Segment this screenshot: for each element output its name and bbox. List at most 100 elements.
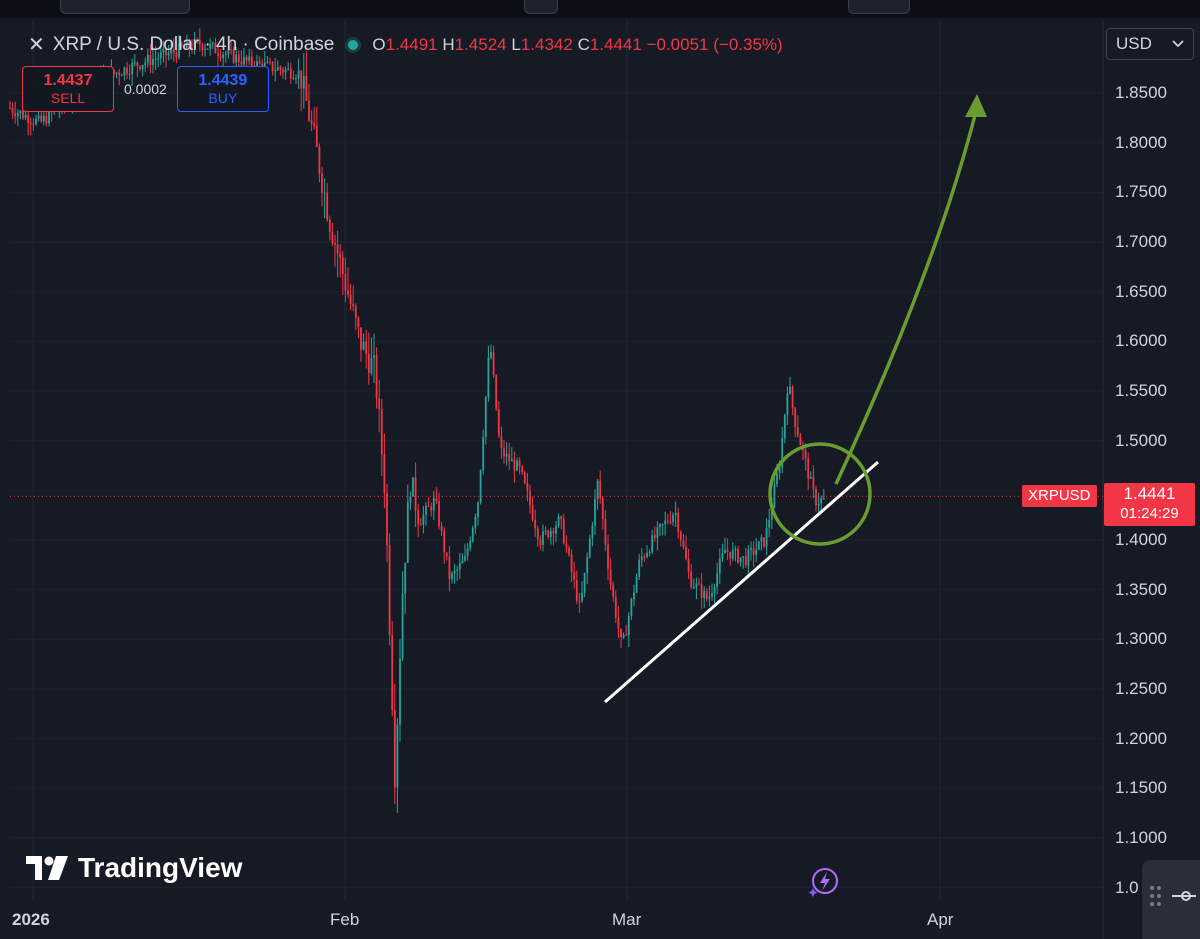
candle-body	[321, 173, 323, 193]
candle-body	[245, 56, 248, 61]
lightning-icon[interactable]	[808, 866, 840, 898]
candle-body	[123, 67, 126, 76]
candle-body	[154, 58, 157, 60]
candle-body	[414, 477, 417, 511]
candle-body	[331, 231, 334, 244]
candle-body	[549, 530, 552, 538]
candle-body	[812, 476, 815, 489]
candle-body	[209, 44, 212, 49]
candle-body	[633, 592, 635, 600]
support-circle[interactable]	[768, 442, 872, 546]
candle-body	[685, 546, 687, 560]
candle-body	[152, 58, 154, 66]
market-status-icon[interactable]	[348, 39, 359, 50]
candle-body	[391, 635, 394, 710]
candle-body	[448, 556, 451, 580]
candle-body	[422, 514, 425, 525]
bar-countdown: 01:24:29	[1120, 505, 1179, 522]
candle-body	[404, 562, 407, 594]
candle-body	[505, 453, 508, 457]
candle-body	[386, 493, 388, 546]
candle-body	[453, 570, 456, 574]
tradingview-logo-icon	[26, 856, 68, 880]
price-axis-tick: 1.3000	[1115, 629, 1167, 649]
candle-body	[770, 507, 773, 520]
candle-body	[165, 48, 167, 56]
toolbar-button[interactable]	[60, 0, 190, 14]
candle-body	[318, 146, 321, 174]
candle-body	[547, 530, 550, 538]
candle-body	[669, 521, 672, 523]
candle-body	[375, 355, 378, 399]
candle-body	[591, 525, 594, 539]
candle-body	[445, 552, 448, 557]
candle-body	[339, 253, 342, 258]
candle-body	[479, 470, 482, 503]
candle-body	[531, 505, 534, 520]
candle-body	[695, 583, 698, 588]
candle-body	[341, 257, 344, 275]
candle-body	[742, 556, 745, 558]
candle-body	[440, 525, 443, 532]
currency-select[interactable]: USD	[1106, 28, 1194, 60]
time-axis-tick: Mar	[612, 910, 642, 929]
candle-body	[443, 531, 446, 553]
candle-body	[32, 123, 35, 125]
toolbar-button[interactable]	[524, 0, 558, 14]
candle-body	[427, 505, 430, 507]
candle-body	[289, 68, 292, 79]
candle-body	[360, 327, 362, 350]
candle-body	[768, 519, 771, 528]
candle-body	[755, 549, 758, 555]
scale-settings-corner[interactable]	[1142, 860, 1200, 939]
sell-button[interactable]: 1.4437 SELL	[22, 66, 114, 112]
candle-body	[336, 244, 339, 254]
toolbar-button[interactable]	[848, 0, 910, 14]
candle-body	[417, 510, 420, 525]
candle-body	[305, 76, 308, 101]
candle-body	[380, 409, 383, 455]
candle-body	[235, 54, 238, 63]
candle-body	[471, 527, 474, 541]
candle-body	[477, 502, 479, 517]
candles-layer	[9, 28, 825, 813]
candle-body	[638, 560, 641, 577]
close-icon[interactable]: ✕	[28, 34, 45, 56]
candle-body	[640, 556, 643, 561]
candle-body	[27, 114, 30, 124]
candle-body	[682, 540, 685, 547]
candle-body	[674, 512, 677, 515]
candle-body	[487, 357, 490, 397]
candle-body	[258, 61, 261, 64]
candle-body	[141, 65, 144, 70]
ascending-trendline[interactable]	[604, 460, 879, 704]
candle-body	[464, 555, 466, 561]
ohlc-values: O1.4491 H1.4524 L1.4342 C1.4441 −0.0051 …	[372, 34, 783, 54]
candle-body	[118, 72, 121, 76]
candle-body	[466, 548, 469, 556]
candle-body	[484, 396, 487, 438]
candle-body	[170, 49, 173, 53]
candle-body	[552, 530, 555, 534]
candle-body	[388, 545, 391, 636]
candle-body	[219, 55, 222, 59]
candle-body	[708, 596, 711, 599]
buy-button[interactable]: 1.4439 BUY	[176, 66, 269, 112]
price-axis-tick: 1.1500	[1115, 778, 1167, 798]
candle-body	[711, 592, 713, 597]
candle-body	[765, 527, 768, 547]
candle-body	[718, 559, 721, 574]
candle-body	[786, 393, 789, 415]
candle-body	[776, 473, 778, 485]
symbol-price-label: XRPUSD	[1022, 485, 1097, 507]
candle-body	[183, 46, 186, 49]
candle-body	[214, 42, 217, 54]
candle-body	[250, 56, 253, 66]
candle-body	[734, 548, 737, 551]
candle-body	[482, 437, 485, 471]
tradingview-logo[interactable]: TradingView	[26, 852, 242, 884]
bullish-arrow-shaft[interactable]	[834, 114, 977, 485]
price-axis-tick: 1.6000	[1115, 331, 1167, 351]
symbol-title[interactable]: XRP / U.S. Dollar · 4h · Coinbase	[52, 33, 335, 55]
